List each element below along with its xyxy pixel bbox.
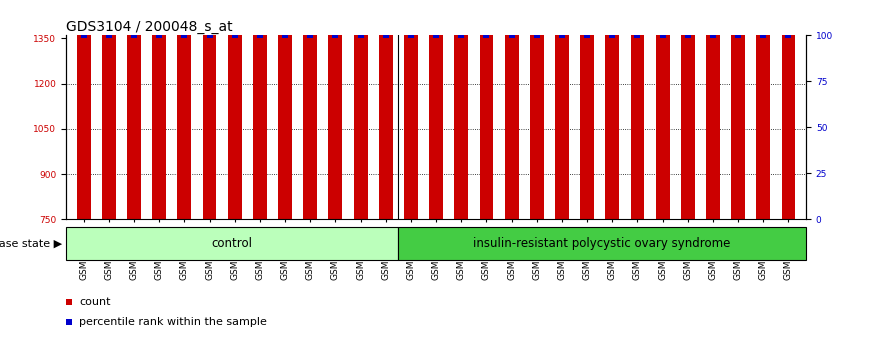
Bar <box>529 131 544 354</box>
Bar <box>398 227 806 260</box>
Bar <box>127 96 141 354</box>
Bar <box>228 0 241 219</box>
Bar <box>228 170 241 354</box>
Text: control: control <box>211 237 253 250</box>
Bar <box>429 91 443 354</box>
Bar <box>329 0 343 219</box>
Bar <box>781 132 796 354</box>
Bar <box>631 135 644 354</box>
Bar <box>631 0 644 219</box>
Bar <box>77 0 91 219</box>
Bar <box>203 127 217 354</box>
Bar <box>555 0 569 219</box>
Bar <box>303 82 317 354</box>
Text: insulin-resistant polycystic ovary syndrome: insulin-resistant polycystic ovary syndr… <box>473 237 730 250</box>
Bar <box>581 129 594 354</box>
Bar <box>479 147 493 354</box>
Bar <box>479 0 493 219</box>
Bar <box>429 0 443 219</box>
Bar <box>706 0 720 219</box>
Bar <box>455 0 468 219</box>
Bar <box>404 0 418 219</box>
Bar <box>757 147 770 354</box>
Text: disease state ▶: disease state ▶ <box>0 238 63 249</box>
Bar <box>404 91 418 354</box>
Bar <box>605 137 619 354</box>
Bar <box>278 133 292 354</box>
Bar <box>455 179 468 354</box>
Bar <box>353 129 367 354</box>
Bar <box>278 0 292 219</box>
Bar <box>529 0 544 219</box>
Bar <box>66 227 398 260</box>
Bar <box>177 0 191 219</box>
Bar <box>152 177 167 354</box>
Bar <box>581 0 594 219</box>
Bar <box>706 105 720 354</box>
Bar <box>681 0 695 219</box>
Bar <box>379 82 393 354</box>
Bar <box>203 0 217 219</box>
Bar <box>303 0 317 219</box>
Bar <box>505 150 519 354</box>
Bar <box>77 132 91 354</box>
Bar <box>505 0 519 219</box>
Text: count: count <box>79 297 111 307</box>
Bar <box>177 168 191 354</box>
Bar <box>605 0 619 219</box>
Bar <box>379 0 393 219</box>
Bar <box>253 85 267 354</box>
Text: percentile rank within the sample: percentile rank within the sample <box>79 317 267 327</box>
Bar <box>127 0 141 219</box>
Bar <box>681 126 695 354</box>
Bar <box>329 131 343 354</box>
Bar <box>353 0 367 219</box>
Text: GDS3104 / 200048_s_at: GDS3104 / 200048_s_at <box>66 21 233 34</box>
Bar <box>781 0 796 219</box>
Bar <box>102 0 115 219</box>
Bar <box>731 0 745 219</box>
Bar <box>102 93 115 354</box>
Bar <box>655 105 670 354</box>
Bar <box>253 0 267 219</box>
Bar <box>655 0 670 219</box>
Bar <box>757 0 770 219</box>
Bar <box>152 0 167 219</box>
Bar <box>555 108 569 354</box>
Bar <box>731 103 745 354</box>
